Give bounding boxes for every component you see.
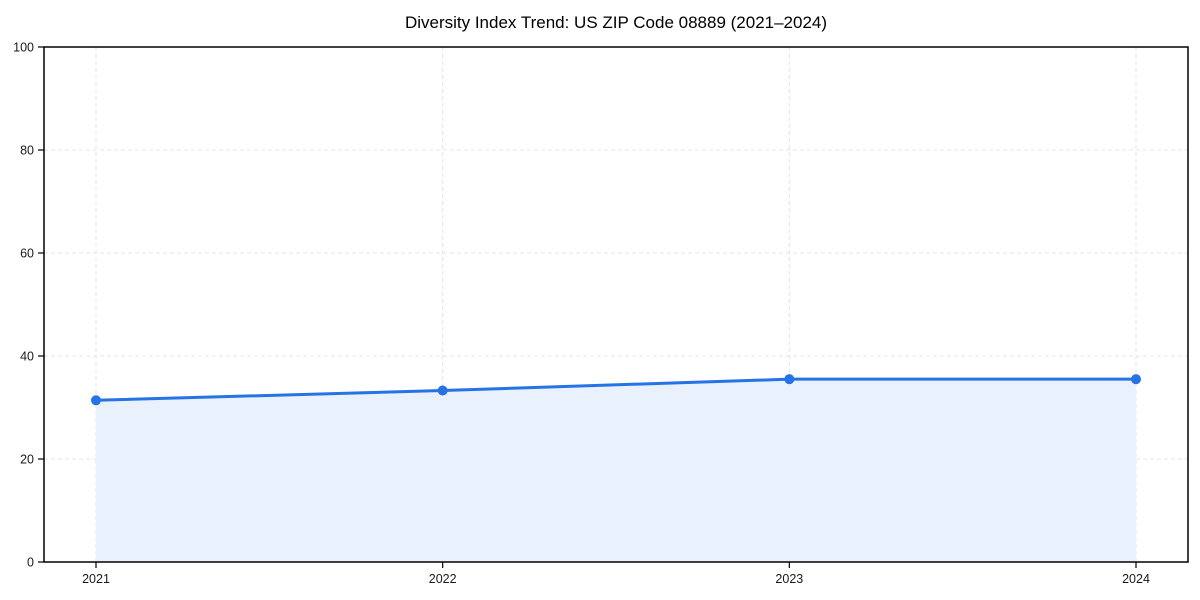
x-tick-label: 2024 bbox=[1122, 572, 1150, 586]
y-tick-label: 100 bbox=[13, 41, 34, 55]
trend-area-fill bbox=[96, 379, 1136, 562]
y-tick-label: 20 bbox=[20, 453, 34, 467]
data-point-marker bbox=[1131, 374, 1141, 385]
x-tick-label: 2022 bbox=[429, 572, 457, 586]
y-tick-label: 80 bbox=[20, 144, 34, 158]
plot-frame bbox=[43, 46, 1189, 563]
data-point-marker bbox=[784, 374, 795, 385]
y-tick-label: 0 bbox=[27, 556, 34, 570]
x-tick-label: 2021 bbox=[82, 572, 110, 586]
chart-title: Diversity Index Trend: US ZIP Code 08889… bbox=[404, 13, 828, 32]
y-tick-label: 40 bbox=[20, 350, 34, 364]
data-point-marker bbox=[437, 385, 448, 396]
trend-line bbox=[94, 377, 1138, 402]
y-tick-label: 60 bbox=[20, 247, 34, 261]
data-point-marker bbox=[91, 395, 101, 406]
x-tick-label: 2023 bbox=[775, 572, 803, 586]
